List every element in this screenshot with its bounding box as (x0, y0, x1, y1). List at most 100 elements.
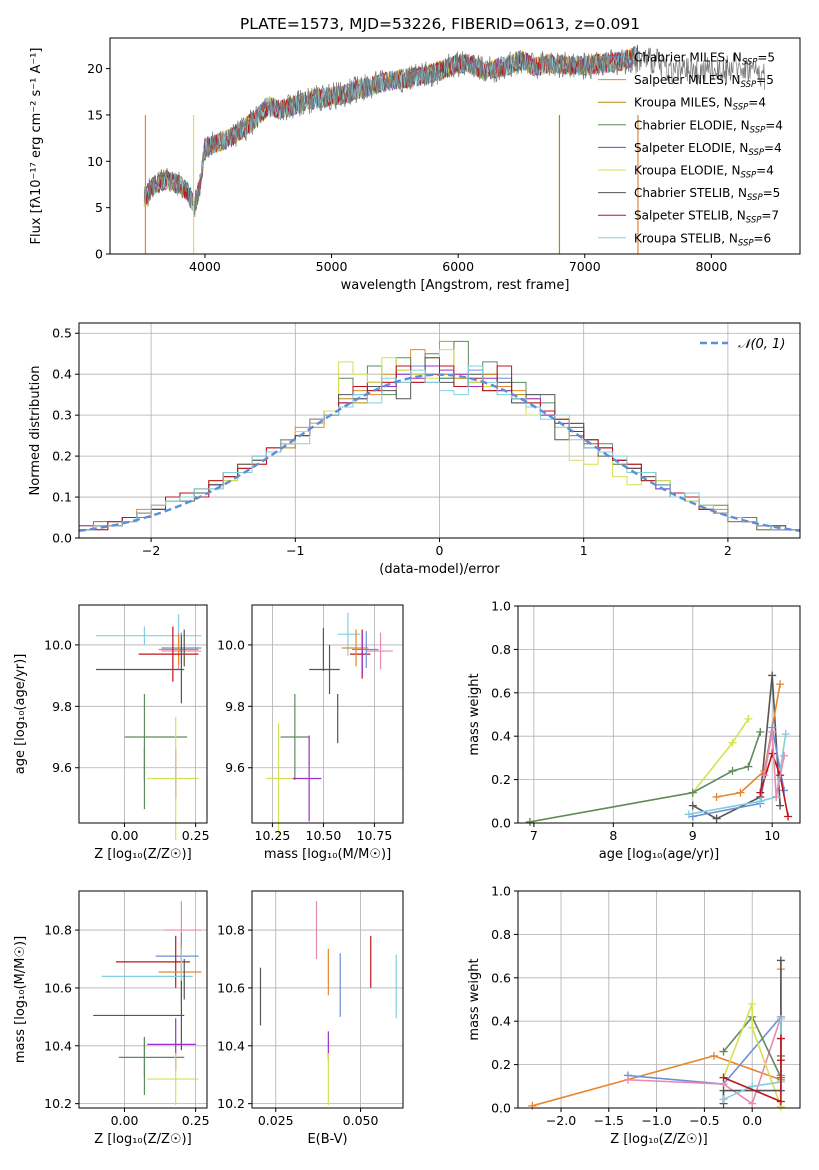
legend-label: Salpeter STELIB, NSSP=7 (634, 209, 779, 226)
age-mass-xtick-label: 10.50 (306, 828, 342, 843)
mass-ebv-ytick-label: 10.4 (217, 1038, 245, 1053)
weight-age-ytick-label: 0.2 (491, 772, 511, 787)
weight-age-marker (756, 797, 765, 806)
normal-legend-label: 𝒩(0, 1) (738, 337, 785, 352)
weight-age-marker (712, 814, 721, 823)
residuals-ytick-label: 0.0 (52, 531, 72, 546)
age-z-xlabel: Z [log₁₀(Z/Z☉)] (94, 847, 191, 862)
weight-age-xlabel: age [log₁₀(age/yr)] (599, 847, 720, 862)
legend-label-n: =4 (756, 164, 774, 178)
legend-label-main: Chabrier ELODIE, N (634, 118, 750, 132)
mass-z-ytick-label: 10.4 (44, 1038, 72, 1053)
weight-age-marker (744, 762, 753, 771)
weight-z-marker (776, 1034, 785, 1043)
age-mass-errorbar-point (349, 629, 371, 679)
legend-label: Chabrier MILES, NSSP=5 (634, 51, 775, 68)
weight-z-axes: −2.0 −1.5 −1.0 −0.5 0.0 0.0 0.2 0.4 0.6 0.8 1.0 Z [… (467, 884, 801, 1147)
weight-age-ytick-label: 0.8 (491, 642, 511, 657)
age-z-xtick-label: 0.25 (182, 828, 210, 843)
age-z-errorbar-point (147, 717, 199, 840)
weight-z-marker (776, 1015, 785, 1024)
residuals-ytick-label: 0.5 (52, 326, 72, 341)
mass-z-xtick-label: 0.25 (182, 1113, 210, 1128)
weight-age-line (688, 733, 787, 816)
residuals-plot-area (78, 340, 801, 538)
age-mass-errorbar-point (292, 735, 322, 822)
mass-z-axes: 0.00 0.25 10.2 10.4 10.6 10.8 Z [log₁₀(Z/Z☉)] m… (13, 890, 210, 1147)
legend-label: Chabrier STELIB, NSSP=5 (634, 186, 780, 203)
weight-age-line (529, 718, 750, 823)
weight-z-line (627, 1016, 782, 1105)
weight-z-xtick-label: −1.0 (641, 1113, 671, 1128)
spectrum-ytick-label: 0 (95, 247, 103, 262)
weight-age-frame (517, 605, 801, 824)
age-z-errorbar-point (96, 626, 202, 645)
legend-label-sub: SSP (741, 171, 757, 181)
weight-age-line (529, 731, 762, 823)
weight-z-ytick-label: 0.0 (491, 1101, 511, 1116)
age-z-ytick-label: 9.8 (52, 699, 72, 714)
mass-ebv-axes: 0.025 0.050 10.2 10.4 10.6 10.8 E(B-V) (217, 890, 404, 1147)
mass-ebv-xlabel: E(B-V) (307, 1132, 347, 1147)
legend-label: Kroupa MILES, NSSP=4 (634, 96, 766, 113)
legend-label: Salpeter ELODIE, NSSP=4 (634, 141, 782, 158)
residuals-xtick-label: −2 (142, 543, 160, 558)
age-z-xtick-label: 0.00 (111, 828, 139, 843)
residual-hist-kroupa-stelib (78, 365, 801, 538)
weight-age-marker (728, 738, 737, 747)
legend-label-main: Salpeter ELODIE, N (634, 141, 748, 155)
weight-age-ytick-label: 0.6 (491, 685, 511, 700)
weight-age-plot-area (525, 671, 793, 826)
spectrum-ylabel: Flux [fλ10⁻¹⁷ erg cm⁻² s⁻¹ A⁻¹] (29, 48, 44, 245)
age-mass-xlabel: mass [log₁₀(M/M☉)] (264, 847, 391, 862)
spectrum-ytick-label: 5 (95, 200, 103, 215)
residuals-ylabel: Normed distribution (28, 366, 43, 496)
legend-label-n: =4 (765, 118, 783, 132)
weight-age-marker (776, 801, 785, 810)
weight-age-marker (688, 788, 697, 797)
figure-title: PLATE=1573, MJD=53226, FIBERID=0613, z=0… (240, 15, 640, 33)
age-mass-ytick-label: 9.6 (225, 760, 245, 775)
weight-z-marker (719, 1073, 728, 1082)
weight-age-line (759, 751, 789, 817)
legend-label: Kroupa STELIB, NSSP=6 (634, 231, 771, 248)
spectrum-observed-line (143, 47, 765, 218)
age-mass-frame (251, 604, 404, 824)
residuals-xlabel: (data-model)/error (379, 562, 500, 577)
weight-z-line (722, 1003, 782, 1108)
mass-z-xtick-label: 0.00 (111, 1113, 139, 1128)
weight-age-line (692, 675, 781, 820)
age-mass-ytick-label: 10.0 (217, 637, 245, 652)
mass-z-errorbar-point (158, 943, 202, 1001)
weight-z-ytick-label: 0.4 (491, 1014, 511, 1029)
residuals-axes: −2 −1 0 1 2 0.0 0.1 0.2 0.3 0.4 0.5 (data-model)/er… (28, 322, 801, 577)
mass-z-frame (78, 890, 208, 1109)
age-z-errorbar-point (124, 694, 188, 781)
weight-z-xtick-label: −0.5 (689, 1113, 719, 1128)
legend-label-sub: SSP (742, 58, 758, 68)
legend-label-main: Kroupa STELIB, N (634, 231, 738, 245)
spectrum-xtick-label: 4000 (189, 259, 221, 274)
weight-age-marker (768, 671, 777, 680)
legend-label-main: Salpeter STELIB, N (634, 209, 746, 223)
legend-label-n: =6 (754, 231, 772, 245)
weight-z-xtick-label: −1.5 (594, 1113, 624, 1128)
weight-age-marker (776, 680, 785, 689)
mass-z-errorbar-point (147, 1018, 196, 1071)
weight-age-line (763, 731, 785, 798)
age-mass-ytick-label: 9.8 (225, 699, 245, 714)
age-z-frame (78, 604, 208, 824)
age-z-errorbar-point (96, 635, 185, 704)
weight-z-marker (748, 999, 757, 1008)
weight-z-plot-area (528, 956, 785, 1111)
age-mass-errorbar-point (341, 629, 369, 667)
mass-z-ytick-label: 10.8 (44, 923, 72, 938)
weight-z-marker (776, 1056, 785, 1065)
weight-age-xtick-label: 9 (689, 828, 697, 843)
age-mass-xtick-label: 10.75 (357, 828, 393, 843)
spectrum-ytick-label: 15 (87, 107, 103, 122)
mass-ebv-frame (251, 890, 404, 1109)
legend-label-n: =4 (764, 141, 782, 155)
